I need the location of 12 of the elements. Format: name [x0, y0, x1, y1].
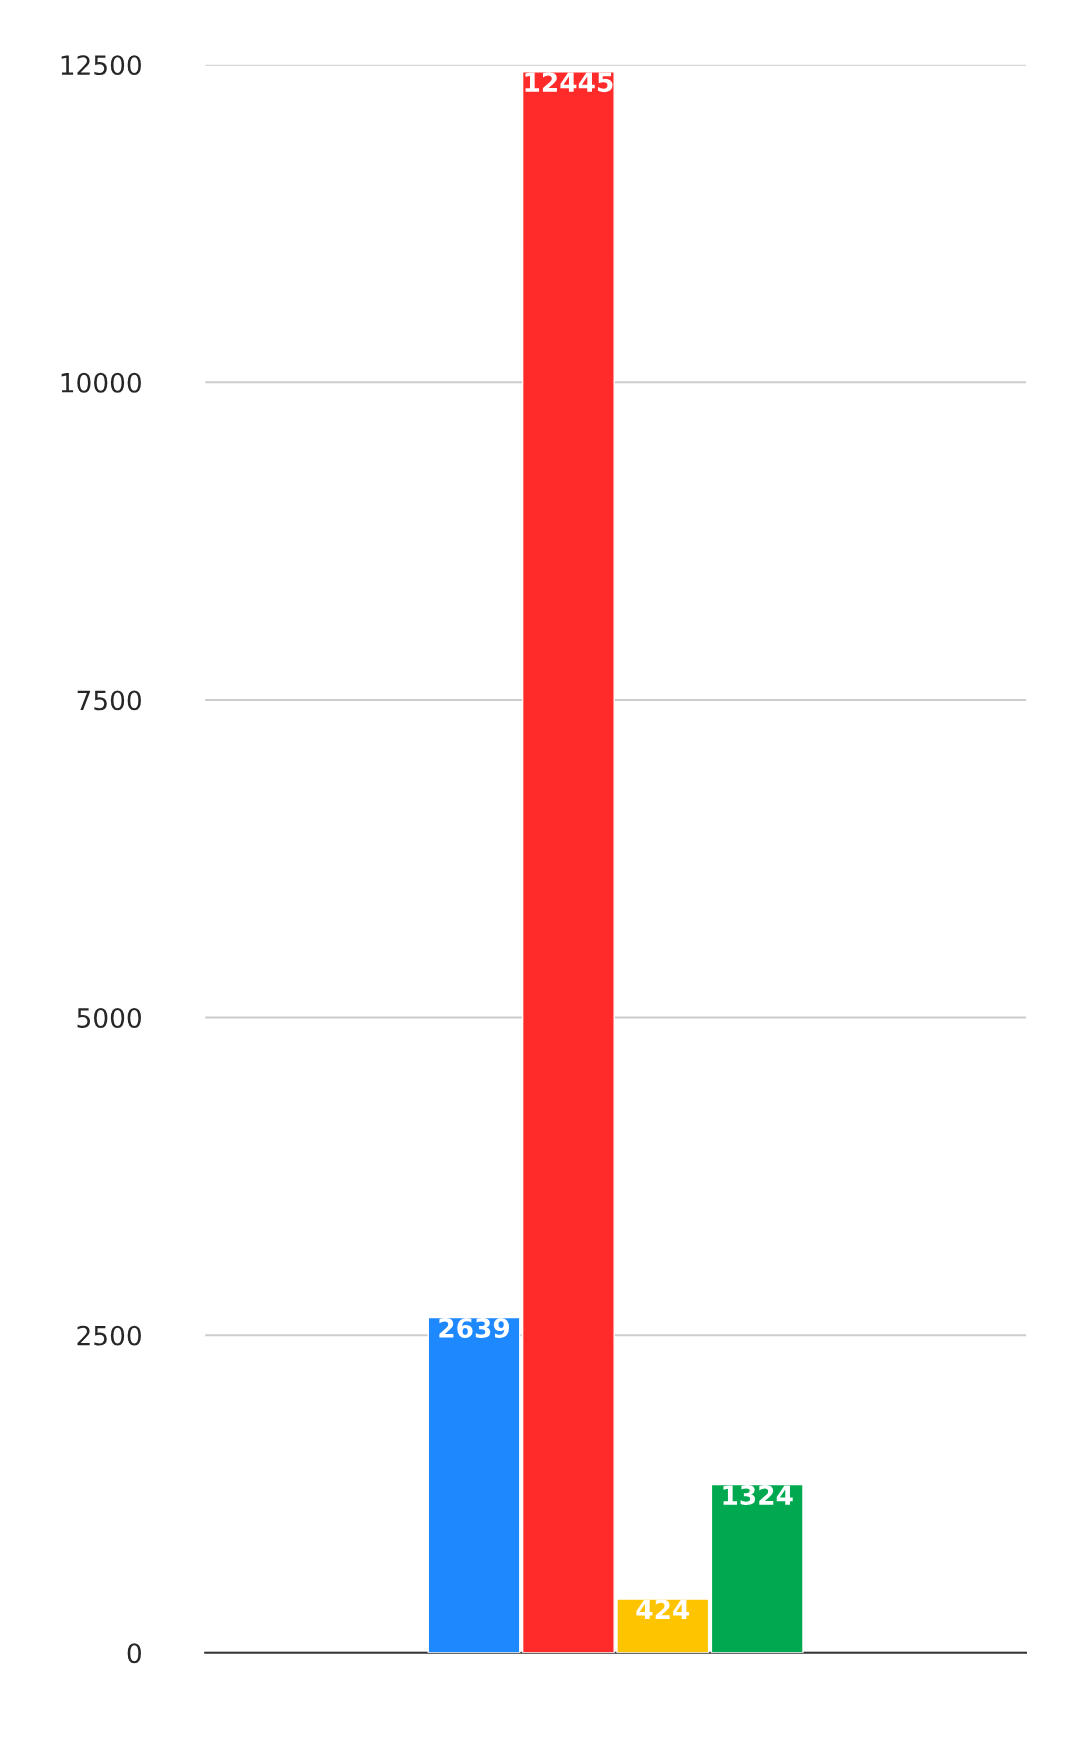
data-label: 12445 [525, 72, 613, 93]
y-tick-label: 0 [127, 1643, 141, 1664]
bar [427, 1316, 521, 1653]
bar [710, 1483, 804, 1653]
y-tick-label: 2500 [77, 1325, 141, 1346]
data-label: 1324 [723, 1485, 793, 1506]
data-label: 2639 [439, 1317, 510, 1338]
y-tick-label: 10000 [61, 372, 141, 393]
y-tick-label: 7500 [77, 690, 141, 711]
y-tick-label: 12500 [61, 55, 141, 76]
y-tick-label: 5000 [77, 1008, 141, 1028]
data-label: 424 [636, 1599, 690, 1619]
